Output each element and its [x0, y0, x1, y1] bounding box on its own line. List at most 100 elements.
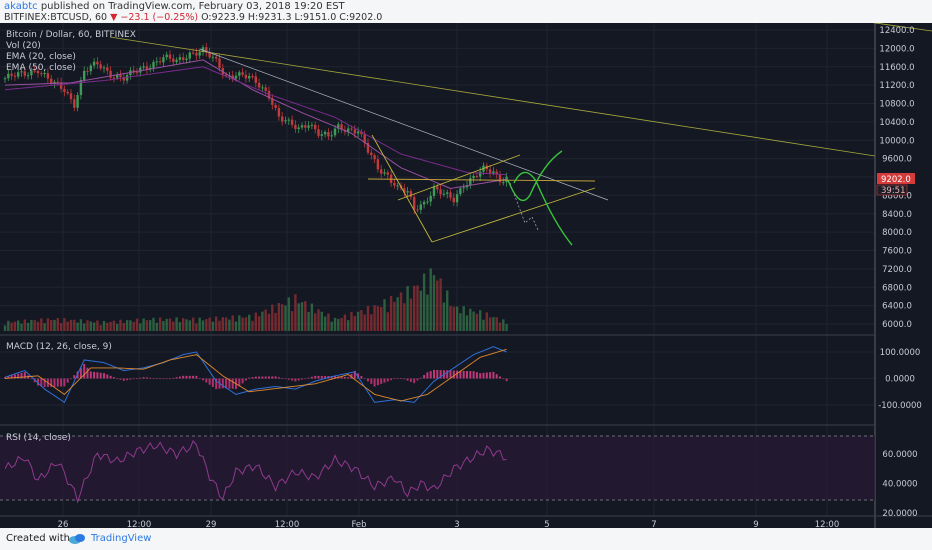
- macd-hist-bar: [7, 376, 10, 379]
- volume-bar: [135, 318, 139, 331]
- macd-hist-bar: [314, 375, 317, 379]
- candle-body: [446, 192, 449, 194]
- macd-hist-bar: [13, 374, 16, 379]
- macd-hist-bar: [489, 372, 492, 379]
- volume-bar: [76, 322, 79, 331]
- macd-hist-bar: [291, 378, 294, 381]
- volume-bar: [106, 322, 109, 331]
- macd-hist-bar: [251, 377, 254, 379]
- candle-body: [135, 72, 139, 74]
- wedge-top-line: [397, 154, 521, 201]
- macd-hist-bar: [370, 378, 373, 384]
- price-tick-label: 11600.0: [879, 63, 914, 73]
- volume-bar: [251, 320, 254, 331]
- candle-body: [337, 124, 340, 129]
- candle-body: [323, 131, 327, 135]
- volume-bar: [155, 322, 158, 331]
- author-link[interactable]: akabtc: [4, 1, 38, 12]
- chart-title: Bitcoin / Dollar, 60, BITFINEX: [6, 30, 136, 40]
- candle-body: [287, 119, 290, 121]
- price-tick-label: 8400.0: [882, 210, 912, 220]
- macd-hist-bar: [363, 378, 366, 380]
- volume-bar: [452, 306, 455, 331]
- macd-hist-bar: [505, 378, 508, 382]
- volume-bar: [419, 290, 422, 331]
- volume-bar: [422, 273, 426, 331]
- macd-hist-bar: [149, 377, 152, 379]
- publish-header: akabtc published on TradingView.com, Feb…: [0, 0, 932, 23]
- macd-tick-label: 0.0000: [885, 375, 915, 385]
- volume-bar: [201, 320, 205, 331]
- candle-body: [333, 128, 337, 136]
- macd-hist-bar: [357, 373, 360, 379]
- macd-hist-bar: [152, 378, 155, 379]
- macd-hist-bar: [103, 373, 105, 379]
- volume-bar: [337, 318, 340, 331]
- volume-bars: [3, 268, 508, 331]
- macd-hist-bar: [56, 378, 59, 387]
- volume-bar: [373, 305, 376, 331]
- candle-body: [96, 61, 99, 65]
- candle-body: [241, 72, 244, 75]
- macd-hist-bar: [185, 375, 188, 379]
- candle-body: [46, 73, 50, 79]
- candle-body: [257, 82, 261, 88]
- volume-bar: [356, 311, 360, 331]
- volume-bar: [314, 313, 317, 331]
- candle-body: [30, 70, 33, 76]
- volume-bar: [399, 292, 403, 331]
- volume-bar: [92, 322, 96, 331]
- candle-body: [449, 192, 452, 198]
- created-with-label: Created with: [6, 533, 70, 544]
- macd-hist-bar: [343, 376, 346, 379]
- macd-hist-bar: [53, 378, 56, 387]
- macd-hist-bar: [367, 378, 369, 382]
- candle-body: [89, 65, 92, 72]
- footer: Created with TradingView: [0, 528, 932, 550]
- macd-hist-bar: [482, 372, 485, 379]
- price-chart[interactable]: Bitcoin / Dollar, 60, BITFINEX Vol (20) …: [0, 23, 932, 528]
- price-tick-label: 11200.0: [879, 81, 914, 91]
- time-axis[interactable]: 26 12:00 29 12:00 Feb 3 5 7 9 12:00: [58, 520, 840, 528]
- volume-bar: [234, 321, 238, 331]
- macd-hist-bar: [66, 378, 69, 383]
- volume-bar: [102, 320, 106, 331]
- time-tick-label: 29: [206, 520, 217, 528]
- volume-bar: [409, 298, 413, 331]
- macd-hist-bar: [274, 376, 277, 379]
- macd-hist-bar: [436, 369, 439, 379]
- price-tick-label: 12400.0: [879, 26, 914, 36]
- candle-body: [172, 58, 175, 62]
- macd-hist-bar: [172, 377, 175, 379]
- volume-bar: [254, 312, 257, 331]
- volume-bar: [188, 320, 191, 331]
- long-trendline: [109, 36, 876, 157]
- volume-bar: [248, 314, 251, 331]
- macd-hist-bar: [86, 367, 89, 379]
- macd-hist-bar: [393, 378, 396, 380]
- macd-hist-bar: [96, 372, 99, 379]
- volume-bar: [218, 320, 221, 331]
- candle-body: [376, 159, 380, 170]
- price-axis[interactable]: 12400.0 12000.0 11600.0 11200.0 10800.0 10400…: [878, 26, 922, 519]
- macd-hist-bar: [466, 370, 468, 379]
- candle-body: [317, 129, 320, 136]
- candle-body: [294, 124, 297, 129]
- macd-line: [4, 346, 507, 404]
- macd-hist-bar: [281, 378, 284, 379]
- volume-bar: [300, 302, 304, 331]
- time-tick-label: 5: [544, 520, 549, 528]
- candle-body: [469, 178, 472, 186]
- time-tick-label: 12:00: [815, 520, 840, 528]
- macd-hist-bar: [334, 376, 336, 379]
- macd-hist-bar: [145, 377, 148, 379]
- volume-bar: [17, 320, 20, 331]
- candle-body: [182, 57, 185, 60]
- tradingview-link[interactable]: TradingView: [91, 533, 152, 544]
- volume-bar: [79, 319, 83, 331]
- candle-body: [165, 54, 168, 58]
- candle-body: [53, 81, 56, 84]
- volume-bar: [416, 285, 419, 331]
- candle-body: [350, 128, 353, 130]
- volume-bar: [257, 316, 261, 331]
